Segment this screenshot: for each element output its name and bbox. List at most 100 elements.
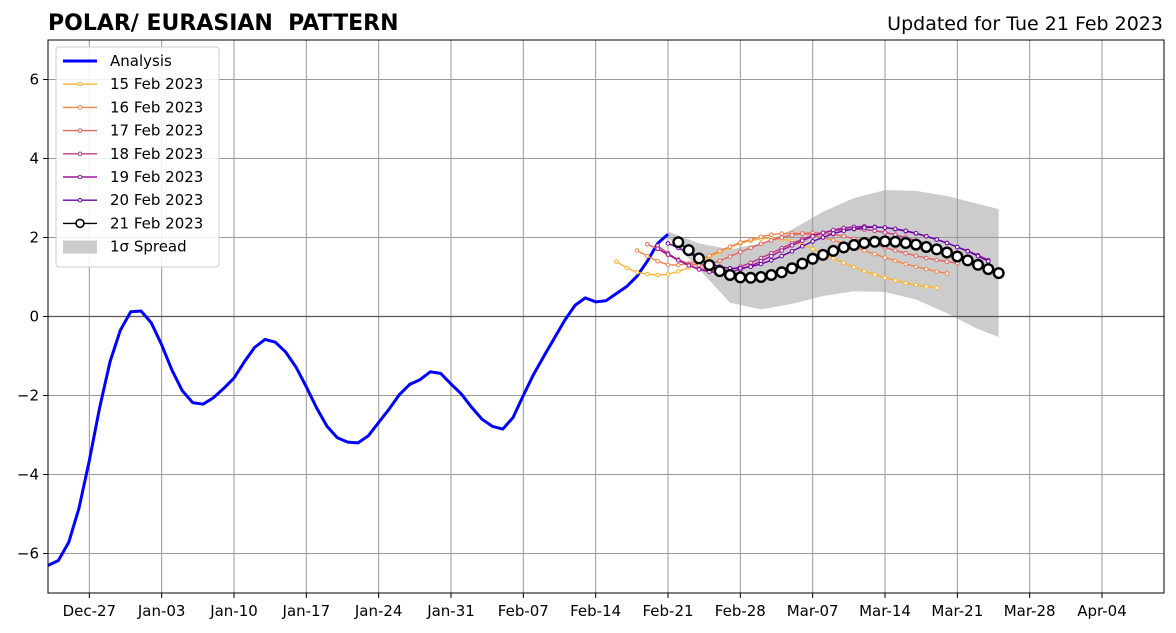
legend-marker — [77, 151, 83, 157]
data-point — [634, 270, 640, 275]
data-point — [910, 238, 923, 251]
y-tick-label: −6 — [17, 545, 39, 563]
data-point — [913, 264, 919, 270]
data-point — [944, 240, 950, 246]
data-point — [913, 282, 919, 288]
data-point — [893, 248, 898, 253]
data-point — [903, 261, 909, 267]
legend-marker — [77, 81, 83, 87]
data-point — [893, 226, 898, 232]
data-point — [800, 231, 805, 236]
y-tick-label: 4 — [29, 150, 39, 168]
plot-area — [47, 39, 1165, 594]
x-tick-label: Jan-17 — [282, 602, 331, 620]
data-point — [727, 244, 733, 249]
data-point — [806, 252, 819, 265]
data-point — [924, 255, 929, 261]
data-point — [624, 265, 630, 271]
data-point — [810, 234, 816, 239]
legend-entry-1-spread: 1σ Spread — [63, 238, 187, 256]
data-point — [665, 262, 671, 268]
y-tick-label: 2 — [29, 229, 39, 247]
y-tick-label: −4 — [17, 466, 39, 484]
data-point — [930, 243, 943, 256]
legend-label: 15 Feb 2023 — [110, 75, 203, 93]
data-point — [758, 241, 764, 247]
data-point — [775, 266, 788, 279]
data-point — [779, 235, 785, 240]
x-tick-label: Jan-24 — [354, 602, 403, 620]
legend-marker — [77, 105, 83, 110]
data-point — [789, 243, 795, 248]
data-point — [665, 252, 671, 257]
data-point — [851, 226, 857, 232]
data-point — [862, 248, 867, 253]
series-layer — [47, 224, 1005, 567]
data-point — [872, 224, 878, 230]
legend-marker — [77, 174, 83, 180]
y-axis: 6 4 2 0 −2 −4 −6 — [17, 71, 48, 563]
legend-entry-19-feb-2023: 19 Feb 2023 — [63, 168, 203, 186]
data-point — [645, 253, 650, 259]
data-point — [748, 245, 754, 251]
legend-entry-15-feb-2023: 15 Feb 2023 — [63, 75, 203, 93]
data-point — [944, 259, 950, 264]
data-point — [893, 258, 898, 264]
legend-entry-analysis: Analysis — [63, 52, 172, 70]
data-point — [961, 254, 974, 267]
data-point — [769, 238, 774, 243]
data-point — [862, 225, 867, 230]
data-point — [645, 241, 650, 247]
data-point — [841, 228, 847, 234]
legend-label: 17 Feb 2023 — [110, 122, 203, 140]
data-point — [975, 253, 981, 259]
data-point — [665, 271, 671, 277]
data-point — [872, 228, 878, 234]
data-point — [868, 235, 881, 248]
data-point — [893, 278, 898, 283]
data-point — [899, 236, 912, 249]
data-point — [934, 285, 940, 291]
data-point — [800, 238, 805, 243]
y-tick-label: 6 — [29, 71, 39, 89]
data-point — [786, 262, 799, 275]
data-point — [672, 236, 685, 249]
legend-swatch — [63, 240, 97, 254]
x-tick-label: Mar-14 — [859, 602, 911, 620]
x-tick-label: Jan-31 — [426, 602, 475, 620]
data-point — [934, 269, 940, 274]
data-point — [903, 228, 909, 234]
x-tick-label: Jan-03 — [137, 602, 186, 620]
data-point — [972, 258, 985, 271]
legend-label: 20 Feb 2023 — [110, 191, 203, 209]
legend-label: 1σ Spread — [110, 238, 187, 256]
data-point — [758, 234, 764, 239]
data-point — [676, 262, 681, 268]
data-point — [851, 264, 857, 270]
legend-entry-18-feb-2023: 18 Feb 2023 — [63, 145, 203, 163]
data-point — [758, 261, 764, 267]
data-point — [707, 253, 712, 258]
data-point — [655, 272, 661, 278]
data-point — [817, 248, 830, 261]
data-point — [992, 267, 1005, 280]
data-point — [703, 259, 716, 272]
data-point — [696, 267, 702, 272]
data-point — [831, 256, 836, 261]
data-point — [827, 244, 840, 257]
legend-entry-16-feb-2023: 16 Feb 2023 — [63, 98, 203, 116]
spread-band — [668, 190, 999, 337]
data-point — [765, 269, 778, 282]
x-tick-label: Apr-04 — [1077, 602, 1127, 620]
legend-items: Analysis 15 Feb 2023 16 Feb 2023 17 Feb 202… — [63, 52, 203, 256]
legend-marker — [75, 218, 85, 229]
data-point — [955, 244, 960, 250]
data-point — [727, 254, 733, 259]
data-point — [810, 239, 816, 244]
legend-entry-20-feb-2023: 20 Feb 2023 — [63, 191, 203, 209]
data-point — [779, 231, 785, 236]
data-point — [924, 284, 929, 289]
data-point — [882, 275, 888, 281]
x-tick-label: Feb-28 — [715, 602, 766, 620]
data-point — [634, 248, 640, 253]
